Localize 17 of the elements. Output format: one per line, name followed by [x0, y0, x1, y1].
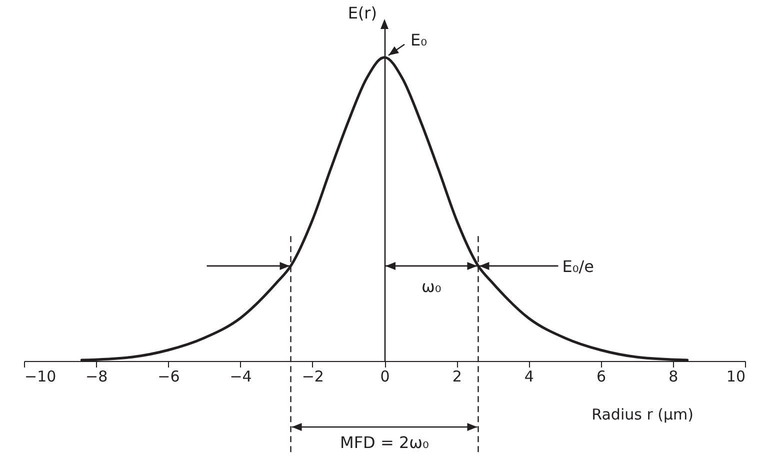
x-tick-label: 4: [524, 368, 534, 386]
x-tick-label: 6: [596, 368, 606, 386]
x-tick-label: −4: [230, 368, 252, 386]
annotation: ω₀: [421, 276, 442, 296]
x-axis-title: Radius r (μm): [592, 406, 694, 424]
y-axis-title: E(r): [348, 4, 377, 22]
annotation: E₀: [410, 30, 428, 50]
annotation: E₀/e: [562, 256, 594, 276]
x-tick-label: −2: [302, 368, 324, 386]
x-tick-label: 0: [380, 368, 390, 386]
x-tick-label: −8: [86, 368, 108, 386]
x-tick-label: 8: [668, 368, 678, 386]
x-tick-label: −6: [158, 368, 180, 386]
x-tick-label: 10: [726, 368, 746, 386]
x-tick-label: 2: [452, 368, 462, 386]
text: MFD = 2ω₀: [340, 433, 429, 452]
x-tick-label: −10: [24, 368, 56, 386]
